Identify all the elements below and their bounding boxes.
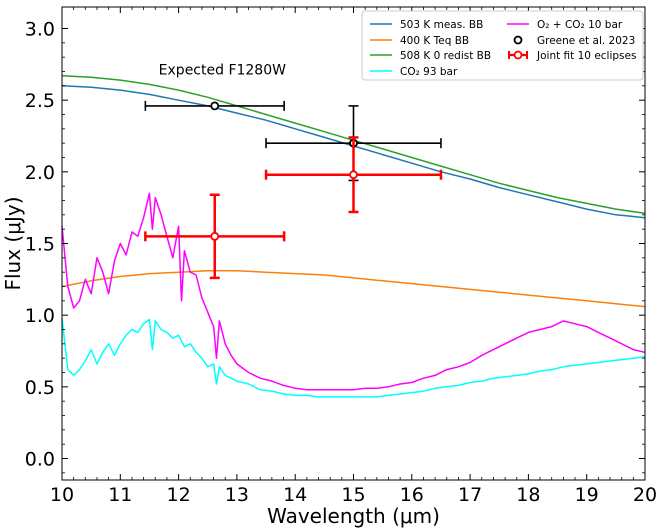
y-tick-label: 2.0 [25,162,55,184]
legend-entry: 503 K meas. BB [370,19,483,31]
x-tick-label: 13 [225,484,249,506]
x-tick-label: 11 [108,484,132,506]
legend-label: Greene et al. 2023 [537,35,635,47]
x-axis-ticks: 10 11 12 13 14 15 16 17 18 19 20 [50,7,657,506]
legend-box [361,10,644,81]
y-axis-title: Flux (μJy) [1,197,25,291]
legend-swatch-marker [513,50,523,60]
x-tick-label: 17 [458,484,482,506]
legend-entry: 508 K 0 redist BB [370,50,491,62]
errorbar-point-1-0 [144,193,286,280]
legend-label: 400 K Teq BB [400,35,469,47]
legend-entry: Greene et al. 2023 [513,35,635,47]
annotation-expected-f1280w: Expected F1280W [159,62,286,78]
legend-label: Joint fit 10 eclipses [536,50,636,62]
y-tick-label: 3.0 [25,19,55,41]
x-tick-label: 15 [341,484,365,506]
errorbar-point-1-1 [264,136,443,214]
legend-entry: CO₂ 93 bar [370,66,458,78]
x-tick-label: 20 [633,484,657,506]
series-line-4 [61,192,646,391]
legend-label: 508 K 0 redist BB [400,50,491,62]
data-marker [210,231,220,241]
errorbar-point-0-0 [144,100,285,111]
x-tick-label: 19 [575,484,599,506]
legend-label: 503 K meas. BB [400,19,483,31]
series-line-3 [61,317,646,398]
legend: 503 K meas. BB 400 K Teq BB 508 K 0 redist… [361,10,644,81]
x-tick-label: 10 [50,484,74,506]
data-marker [210,101,220,111]
x-axis-title: Wavelength (μm) [267,504,440,528]
legend-label: O₂ + CO₂ 10 bar [537,19,623,31]
y-tick-label: 1.0 [25,305,55,327]
y-tick-label: 1.5 [25,234,55,256]
x-tick-label: 18 [516,484,540,506]
x-tick-label: 14 [283,484,307,506]
y-tick-label: 2.5 [25,90,55,112]
y-tick-label: 0.0 [25,449,55,471]
x-tick-label: 16 [400,484,424,506]
legend-entry: O₂ + CO₂ 10 bar [507,19,623,31]
series-line-1 [61,269,646,308]
legend-entry: 400 K Teq BB [370,35,469,47]
legend-label: CO₂ 93 bar [400,66,458,78]
errorbar-layer [144,100,443,280]
x-tick-label: 12 [167,484,191,506]
data-marker [349,170,358,180]
y-tick-label: 0.5 [25,377,55,399]
legend-swatch-marker [513,35,523,45]
legend-entry: Joint fit 10 eclipses [508,50,636,62]
y-axis-ticks: 0.0 0.5 1.0 1.5 2.0 2.5 3.0 [25,19,645,474]
